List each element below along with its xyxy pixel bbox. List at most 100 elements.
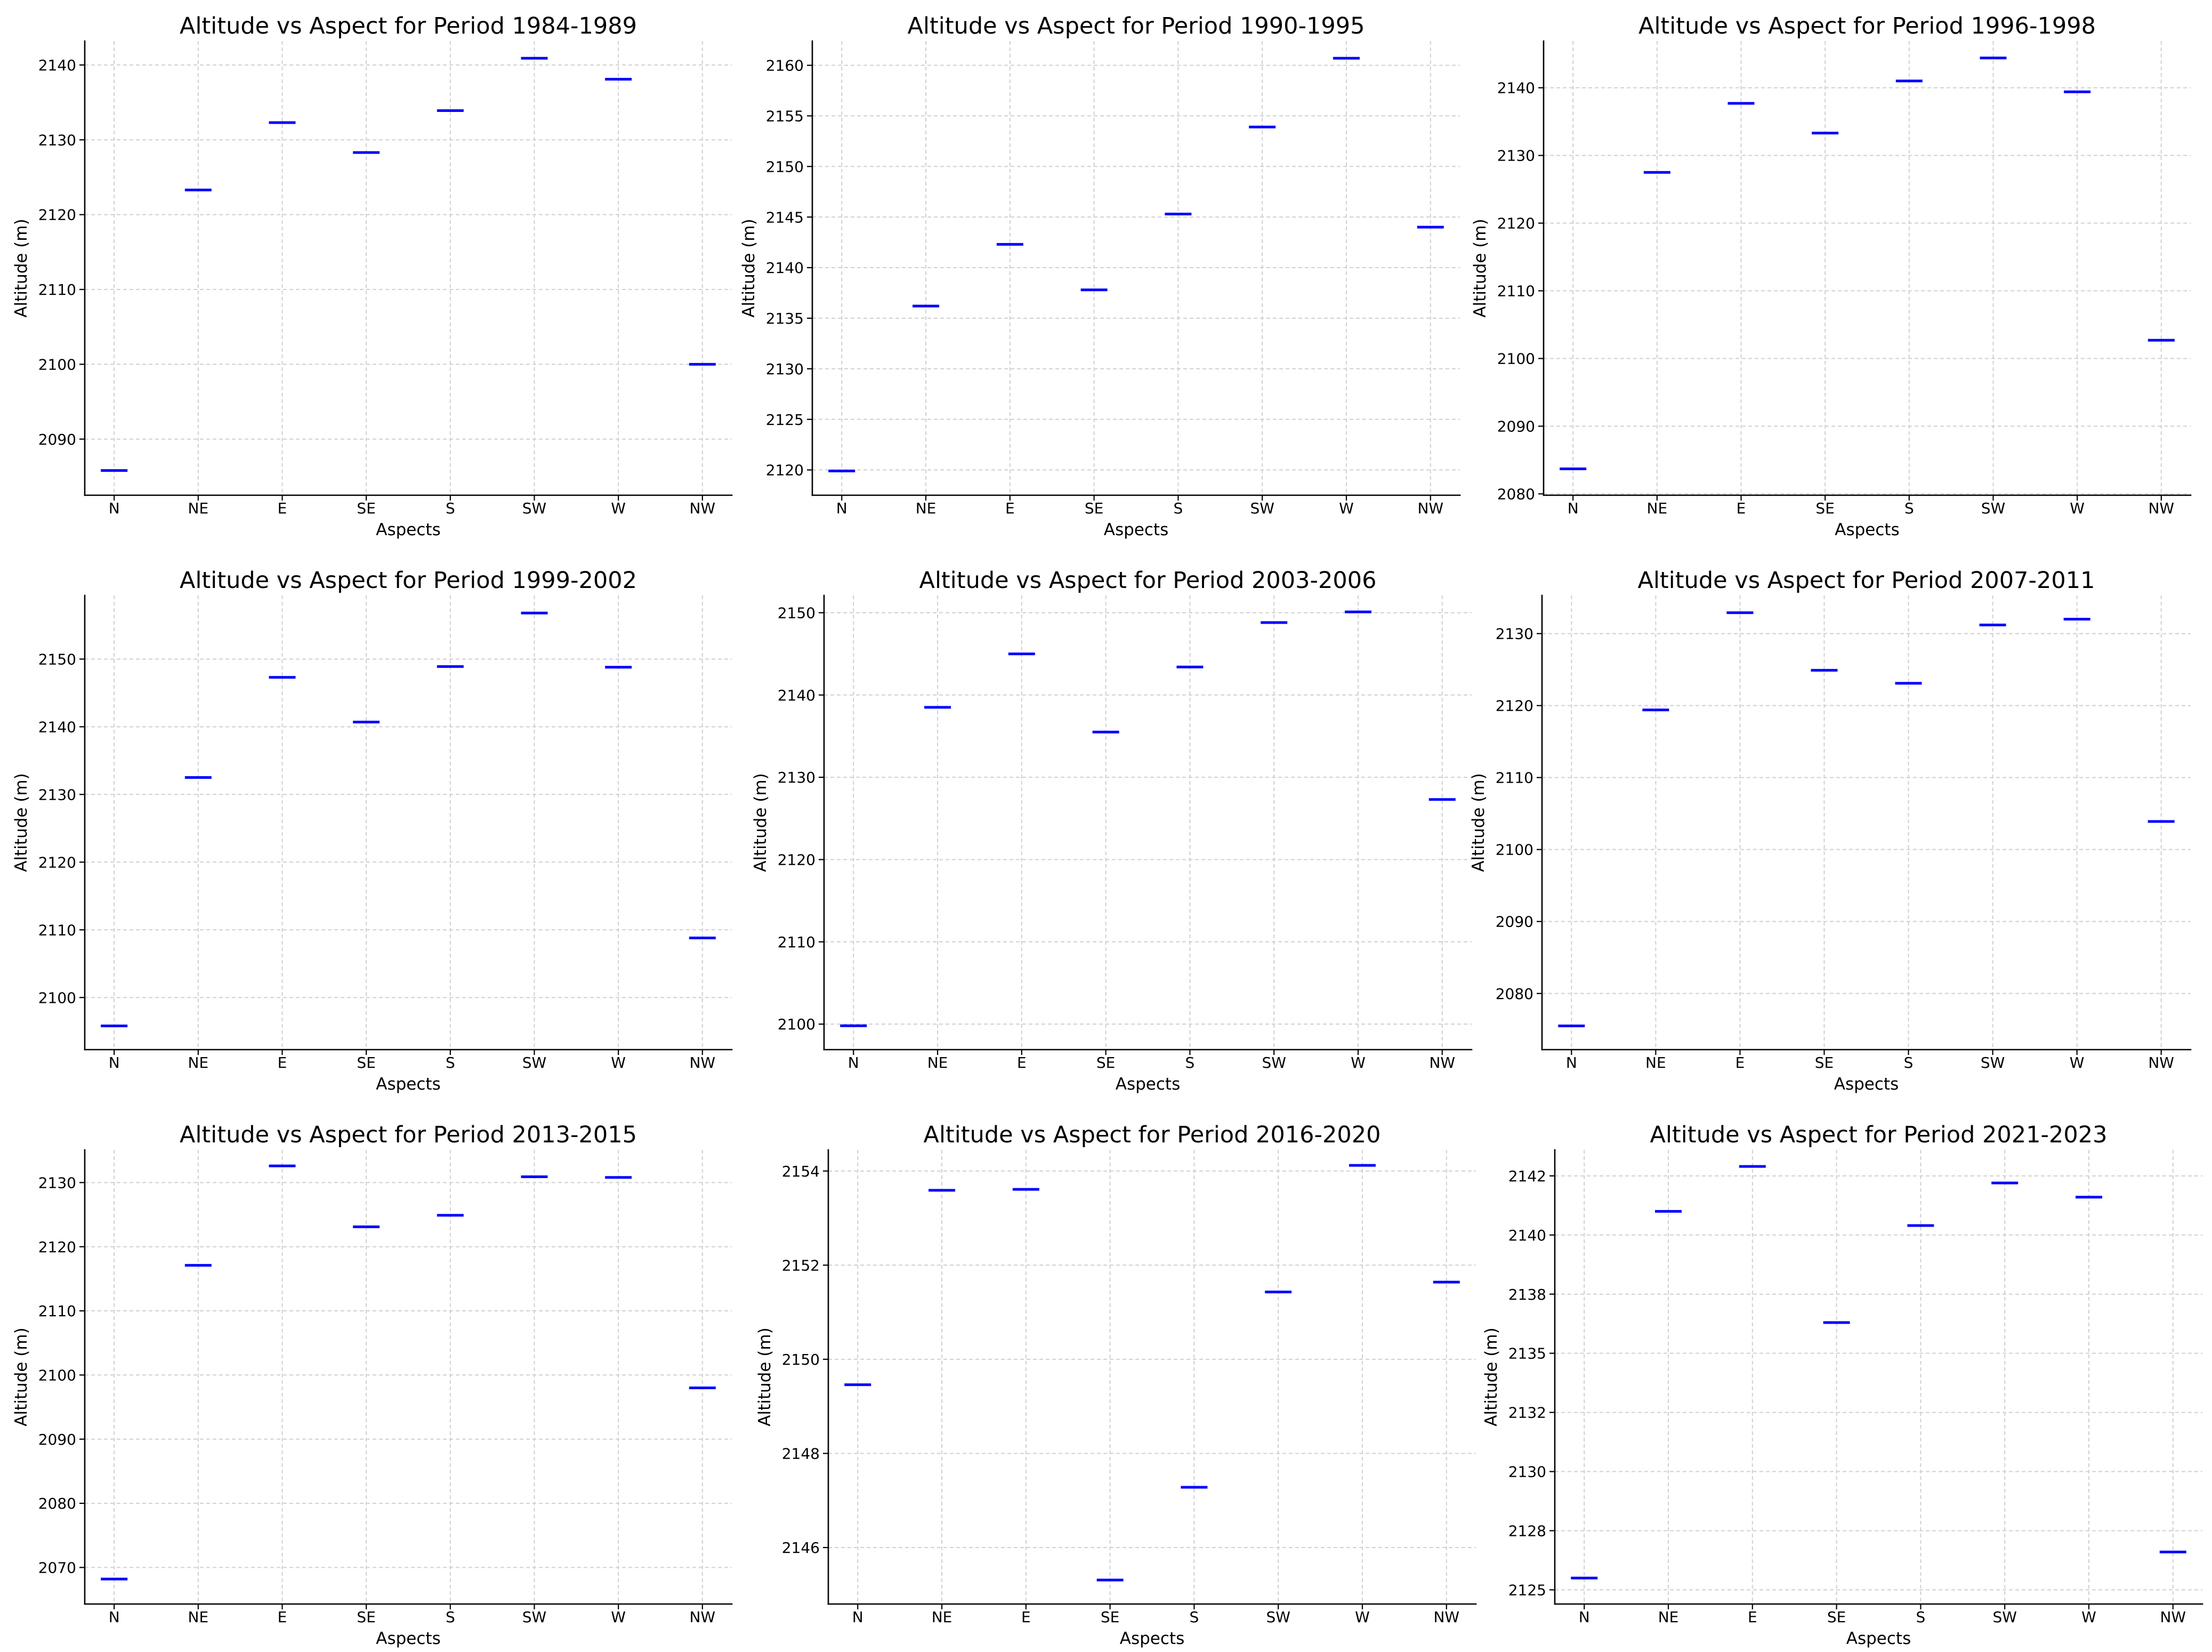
grid — [85, 41, 732, 495]
y-tick-label: 2130 — [1508, 1463, 1546, 1481]
x-tick-label: NE — [1647, 499, 1668, 517]
x-axis-label: Aspects — [1835, 520, 1899, 539]
y-tick-label: 2150 — [782, 1351, 820, 1368]
x-tick-label: N — [848, 1054, 859, 1071]
y-tick-label: 2130 — [778, 769, 816, 786]
subplot-5: 2100 2110 2120 2130 2140 2150 N NE E SE S SW W NW Alti… — [751, 567, 1473, 1094]
y-tick-label: 2138 — [1508, 1286, 1546, 1303]
x-axis-label: Aspects — [1116, 1075, 1180, 1094]
x-tick-label: W — [611, 1054, 626, 1071]
y-tick-label: 2140 — [778, 687, 816, 704]
y-tick-label: 2150 — [766, 158, 804, 175]
x-tick-label: S — [1174, 499, 1183, 517]
chart-title: Altitude vs Aspect for Period 2013-2015 — [180, 1122, 637, 1148]
x-tick-label: SW — [1266, 1608, 1290, 1626]
y-tick-label: 2120 — [38, 1238, 76, 1256]
y-tick-label: 2145 — [766, 208, 804, 226]
chart-title: Altitude vs Aspect for Period 2007-2011 — [1638, 567, 2095, 594]
subplot-4: 2100 2110 2120 2130 2140 2150 N NE E SE S SW W NW Alti… — [12, 567, 733, 1094]
x-tick-label: NW — [2148, 1054, 2174, 1071]
x-tick-label: SW — [1981, 1054, 2005, 1071]
y-tick-label: 2150 — [38, 650, 76, 668]
x-tick-label: S — [446, 499, 455, 517]
y-tick-label: 2150 — [778, 604, 816, 622]
y-tick-label: 2130 — [38, 786, 76, 803]
x-axis-label: Aspects — [376, 1075, 440, 1094]
x-tick-label: S — [1190, 1608, 1199, 1626]
y-tick-label: 2100 — [1497, 350, 1535, 368]
y-tick-label: 2148 — [782, 1445, 820, 1463]
x-tick-label: E — [1735, 1054, 1745, 1071]
x-tick-label: SE — [1815, 1054, 1834, 1071]
y-tick-label: 2135 — [766, 310, 804, 327]
grid — [1544, 41, 2191, 495]
x-tick-label: NE — [188, 1608, 209, 1626]
x-axis-label: Aspects — [1104, 520, 1168, 539]
y-axis-label: Altitude (m) — [1482, 1327, 1501, 1426]
chart-title: Altitude vs Aspect for Period 1984-1989 — [180, 13, 637, 39]
y-axis-label: Altitude (m) — [751, 773, 770, 872]
x-tick-label: SE — [357, 1608, 375, 1626]
y-tick-label: 2110 — [38, 1302, 76, 1320]
x-tick-label: N — [109, 499, 120, 517]
grid — [828, 1150, 1476, 1604]
y-tick-label: 2090 — [1496, 913, 1533, 931]
y-tick-label: 2110 — [38, 281, 76, 299]
y-tick-label: 2120 — [778, 851, 816, 869]
subplot-8: 2146 2148 2150 2152 2154 N NE E SE S SW W NW Altitude… — [755, 1122, 1477, 1648]
y-tick-label: 2110 — [778, 933, 816, 951]
x-tick-label: E — [1017, 1054, 1027, 1071]
y-tick-label: 2110 — [1496, 769, 1533, 787]
x-tick-label: E — [278, 1608, 287, 1626]
x-tick-label: W — [611, 1608, 626, 1626]
x-tick-label: S — [1904, 499, 1914, 517]
y-tick-label: 2154 — [782, 1163, 820, 1180]
subplot-1: 2090 2100 2110 2120 2130 2140 N NE E SE S SW W NW Alti… — [12, 13, 733, 539]
y-tick-label: 2140 — [766, 259, 804, 277]
x-tick-label: E — [1737, 499, 1746, 517]
x-tick-label: S — [446, 1054, 455, 1071]
x-axis-label: Aspects — [376, 1629, 440, 1648]
y-axis-label: Altitude (m) — [1469, 773, 1488, 872]
chart-title: Altitude vs Aspect for Period 2016-2020 — [924, 1122, 1381, 1148]
y-tick-label: 2140 — [38, 718, 76, 736]
y-axis-label: Altitude (m) — [1471, 219, 1490, 317]
y-tick-label: 2090 — [1497, 418, 1535, 436]
x-tick-label: SW — [522, 1054, 546, 1071]
x-tick-label: SE — [1096, 1054, 1115, 1071]
x-tick-label: NE — [1645, 1054, 1666, 1071]
x-tick-label: W — [1339, 499, 1354, 517]
grid — [85, 1150, 732, 1604]
y-tick-label: 2080 — [1497, 486, 1535, 503]
x-tick-label: SW — [522, 1608, 546, 1626]
y-axis-label: Altitude (m) — [755, 1327, 774, 1426]
x-tick-label: E — [278, 1054, 287, 1071]
chart-title: Altitude vs Aspect for Period 2003-2006 — [919, 567, 1377, 594]
x-tick-label: NE — [916, 499, 937, 517]
x-tick-label: S — [446, 1608, 455, 1626]
y-tick-label: 2125 — [766, 411, 804, 429]
x-tick-label: N — [1568, 499, 1579, 517]
x-tick-label: S — [1904, 1054, 1914, 1071]
y-tick-label: 2155 — [766, 107, 804, 125]
x-tick-label: SE — [357, 1054, 375, 1071]
y-tick-label: 2080 — [1496, 985, 1533, 1003]
y-tick-label: 2110 — [38, 921, 76, 939]
x-tick-label: SE — [1101, 1608, 1119, 1626]
x-tick-label: NW — [689, 1608, 715, 1626]
x-tick-label: NE — [1658, 1608, 1679, 1626]
x-tick-label: SW — [1250, 499, 1274, 517]
x-tick-label: SE — [1815, 499, 1834, 517]
y-tick-label: 2110 — [1497, 283, 1535, 300]
x-tick-label: NE — [932, 1608, 952, 1626]
x-tick-label: N — [109, 1608, 120, 1626]
x-tick-label: S — [1185, 1054, 1195, 1071]
x-tick-label: NW — [689, 499, 715, 517]
y-axis-label: Altitude (m) — [12, 219, 31, 317]
grid — [85, 595, 732, 1050]
x-tick-label: W — [2070, 499, 2085, 517]
y-tick-label: 2132 — [1508, 1404, 1546, 1422]
y-tick-label: 2130 — [1497, 147, 1535, 165]
y-tick-label: 2100 — [1496, 841, 1533, 859]
x-tick-label: NW — [1433, 1608, 1459, 1626]
